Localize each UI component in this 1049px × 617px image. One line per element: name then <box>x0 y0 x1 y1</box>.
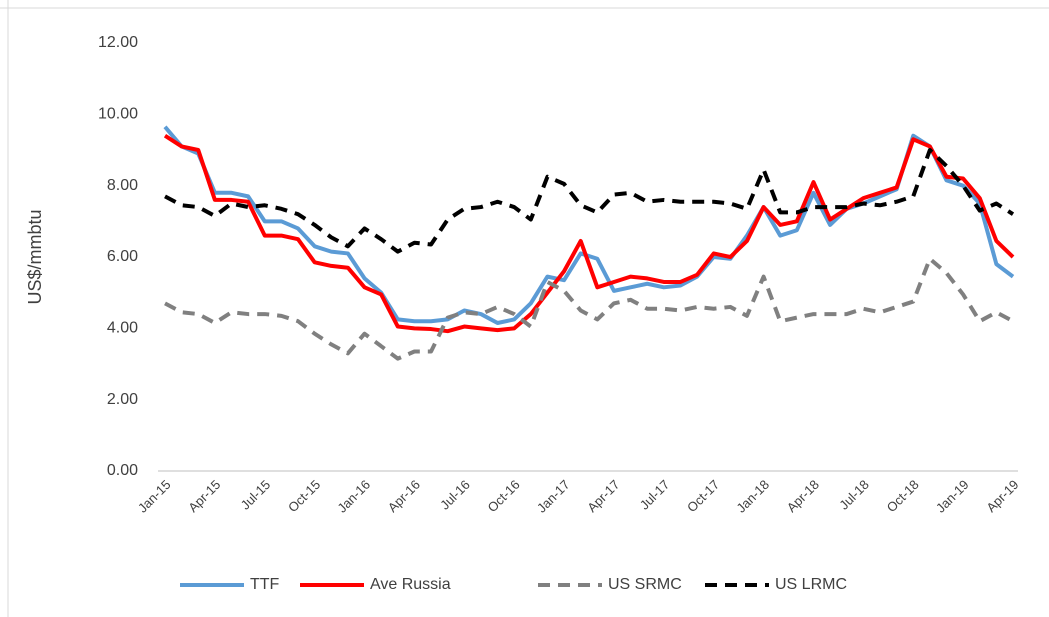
y-tick-label: 12.00 <box>98 34 138 51</box>
series-line <box>164 256 1014 361</box>
y-tick-label: 2.00 <box>107 391 138 408</box>
series-line <box>164 148 1015 254</box>
y-tick-label: 6.00 <box>107 248 138 265</box>
legend-label: US LRMC <box>775 576 847 593</box>
legend-label: Ave Russia <box>370 576 451 593</box>
legend-label: US SRMC <box>608 576 682 593</box>
legend-label: TTF <box>250 576 280 593</box>
y-axis-label: US$/mmbtu <box>25 209 45 304</box>
y-tick-label: 0.00 <box>107 462 138 479</box>
series-line <box>163 134 1015 334</box>
series-line <box>163 125 1015 325</box>
y-tick-label: 8.00 <box>107 177 138 194</box>
y-tick-label: 4.00 <box>107 320 138 337</box>
y-tick-label: 10.00 <box>98 106 138 123</box>
